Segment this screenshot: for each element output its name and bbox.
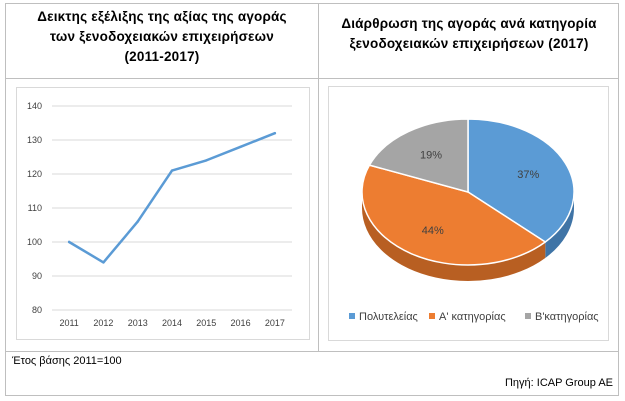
data-point bbox=[67, 240, 71, 244]
line-chart-title-line-3: (2011-2017) bbox=[124, 49, 200, 64]
legend-swatch bbox=[525, 313, 531, 319]
legend-label: Πολυτελείας bbox=[359, 311, 418, 323]
line-chart-title-line-1: Δεικτης εξέλιξης της αξίας της αγοράς bbox=[37, 9, 287, 24]
legend-swatch bbox=[349, 313, 355, 319]
y-tick-label: 100 bbox=[27, 237, 42, 247]
data-point bbox=[239, 145, 242, 148]
line-chart-title: Δεικτης εξέλιξης της αξίας της αγοράς τω… bbox=[8, 7, 316, 67]
x-tick-label: 2017 bbox=[265, 318, 285, 328]
y-tick-label: 80 bbox=[32, 305, 42, 315]
pie-slice bbox=[361, 164, 547, 266]
line-chart-panel: 80 90 100 110 120 130 140 2011 2012 2013 2014 2015 2… bbox=[16, 87, 310, 340]
legend-swatch bbox=[429, 313, 435, 319]
y-tick-label: 120 bbox=[27, 169, 42, 179]
pie-data-label: 44% bbox=[422, 225, 444, 237]
line-chart-title-line-2: των ξενοδοχειακών επιχειρήσεων bbox=[50, 29, 274, 44]
line-chart: 80 90 100 110 120 130 140 2011 2012 2013 2014 2015 2… bbox=[27, 101, 292, 328]
pie-chart-title-line-2: ξενοδοχειακών επιχειρήσεων (2017) bbox=[349, 36, 589, 51]
data-point bbox=[102, 261, 105, 264]
pie-slice-side bbox=[545, 192, 574, 258]
pie-slice-side bbox=[362, 192, 546, 281]
pie-data-label: 37% bbox=[517, 169, 539, 181]
data-point bbox=[205, 159, 208, 162]
pie-chart-title-line-1: Διάρθρωση της αγοράς ανά κατηγορία bbox=[341, 16, 597, 31]
pie-chart: 37% 44% 19% Πολυτελείας Α' κατηγορίας Β'κατηγ… bbox=[349, 118, 599, 323]
series-line bbox=[67, 131, 277, 264]
y-tick-label: 110 bbox=[28, 203, 42, 213]
title-divider bbox=[5, 78, 619, 79]
legend-label: Β'κατηγορίας bbox=[535, 311, 599, 323]
base-year-note: Έτος βάσης 2011=100 bbox=[12, 355, 122, 367]
x-tick-label: 2012 bbox=[93, 318, 113, 328]
pie-slice bbox=[368, 118, 469, 193]
footer-divider bbox=[5, 351, 619, 352]
legend-label: Α' κατηγορίας bbox=[439, 311, 506, 323]
x-tick-label: 2014 bbox=[162, 318, 182, 328]
source-note: Πηγή: ICAP Group AE bbox=[504, 377, 613, 389]
x-tick-label: 2015 bbox=[196, 318, 216, 328]
pie-slice bbox=[467, 118, 575, 243]
y-tick-label: 130 bbox=[27, 135, 42, 145]
pie-chart-title: Διάρθρωση της αγοράς ανά κατηγορία ξενοδ… bbox=[320, 14, 618, 54]
x-tick-label: 2011 bbox=[59, 318, 78, 328]
data-point bbox=[136, 220, 139, 223]
y-tick-label: 140 bbox=[27, 101, 42, 111]
vertical-divider bbox=[318, 3, 319, 352]
data-point bbox=[170, 169, 174, 172]
y-tick-label: 90 bbox=[32, 271, 42, 281]
pie-chart-panel: 37% 44% 19% Πολυτελείας Α' κατηγορίας Β'κατηγ… bbox=[328, 86, 609, 341]
pie-data-label: 19% bbox=[420, 150, 442, 162]
data-point bbox=[273, 132, 277, 135]
figure-frame bbox=[5, 3, 619, 396]
x-tick-label: 2016 bbox=[231, 318, 251, 328]
x-tick-label: 2013 bbox=[128, 318, 148, 328]
